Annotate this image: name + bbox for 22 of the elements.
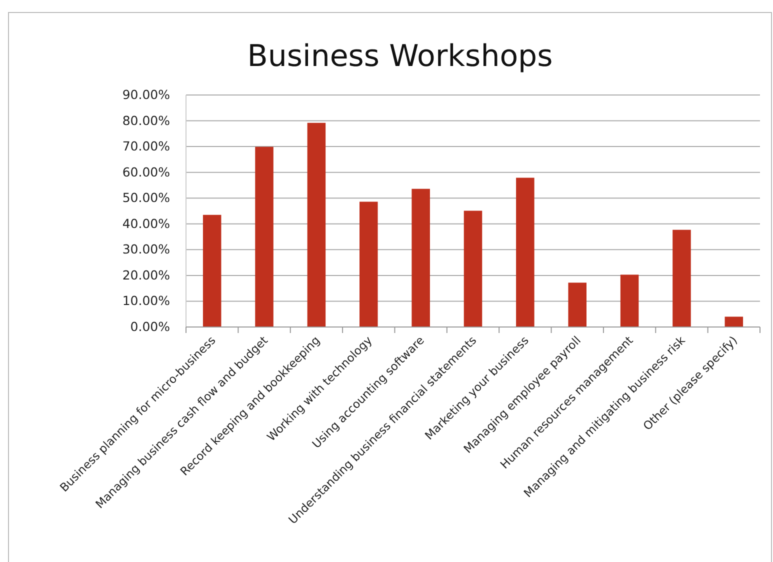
- y-tick-label: 20.00%: [122, 267, 170, 282]
- bar: [307, 122, 326, 327]
- y-tick-label: 90.00%: [122, 87, 170, 102]
- bar: [516, 178, 534, 327]
- y-tick-label: 50.00%: [122, 190, 170, 206]
- bar: [620, 274, 639, 327]
- bar: [255, 146, 274, 327]
- y-tick-label: 10.00%: [122, 293, 170, 308]
- bar: [724, 316, 744, 327]
- bar: [464, 210, 482, 327]
- y-tick-label: 0.00%: [130, 319, 170, 334]
- y-tick-label: 30.00%: [122, 242, 170, 257]
- y-tick-label: 80.00%: [122, 112, 170, 128]
- y-tick-label: 60.00%: [122, 164, 170, 180]
- bar: [568, 282, 586, 327]
- y-tick-label: 40.00%: [122, 216, 170, 231]
- bar: [202, 214, 222, 327]
- y-tick-label: 70.00%: [122, 138, 170, 154]
- chart-title: Business Workshops: [247, 39, 553, 74]
- bar: [360, 202, 378, 327]
- bar: [672, 230, 691, 327]
- bar: [412, 188, 430, 327]
